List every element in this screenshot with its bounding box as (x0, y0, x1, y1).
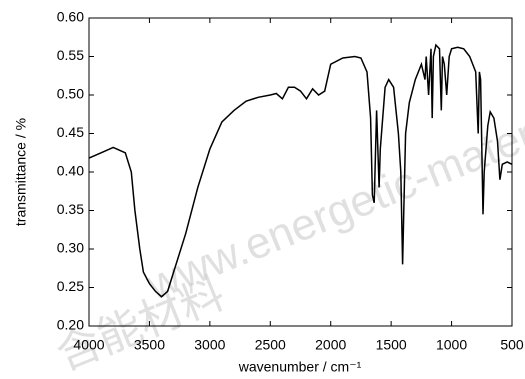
x-tick-label: 1500 (376, 337, 407, 353)
y-tick-label: 0.40 (57, 163, 84, 179)
y-tick-label: 0.55 (57, 47, 84, 63)
y-tick-label: 0.45 (57, 124, 84, 140)
x-tick-label: 2000 (315, 337, 346, 353)
y-tick-label: 0.25 (57, 278, 84, 294)
x-tick-label: 4000 (73, 337, 104, 353)
y-tick-label: 0.60 (57, 9, 84, 25)
x-tick-label: 500 (500, 337, 524, 353)
x-tick-label: 1000 (436, 337, 467, 353)
y-axis-label: transmittance / % (13, 118, 29, 226)
x-tick-label: 2500 (255, 337, 286, 353)
x-tick-label: 3500 (134, 337, 165, 353)
y-tick-label: 0.35 (57, 201, 84, 217)
x-tick-label: 3000 (194, 337, 225, 353)
y-tick-label: 0.20 (57, 317, 84, 333)
y-tick-label: 0.50 (57, 86, 84, 102)
spectrum-line (88, 43, 513, 298)
x-axis-label: wavenumber / cm⁻¹ (238, 359, 362, 375)
y-tick-label: 0.30 (57, 240, 84, 256)
